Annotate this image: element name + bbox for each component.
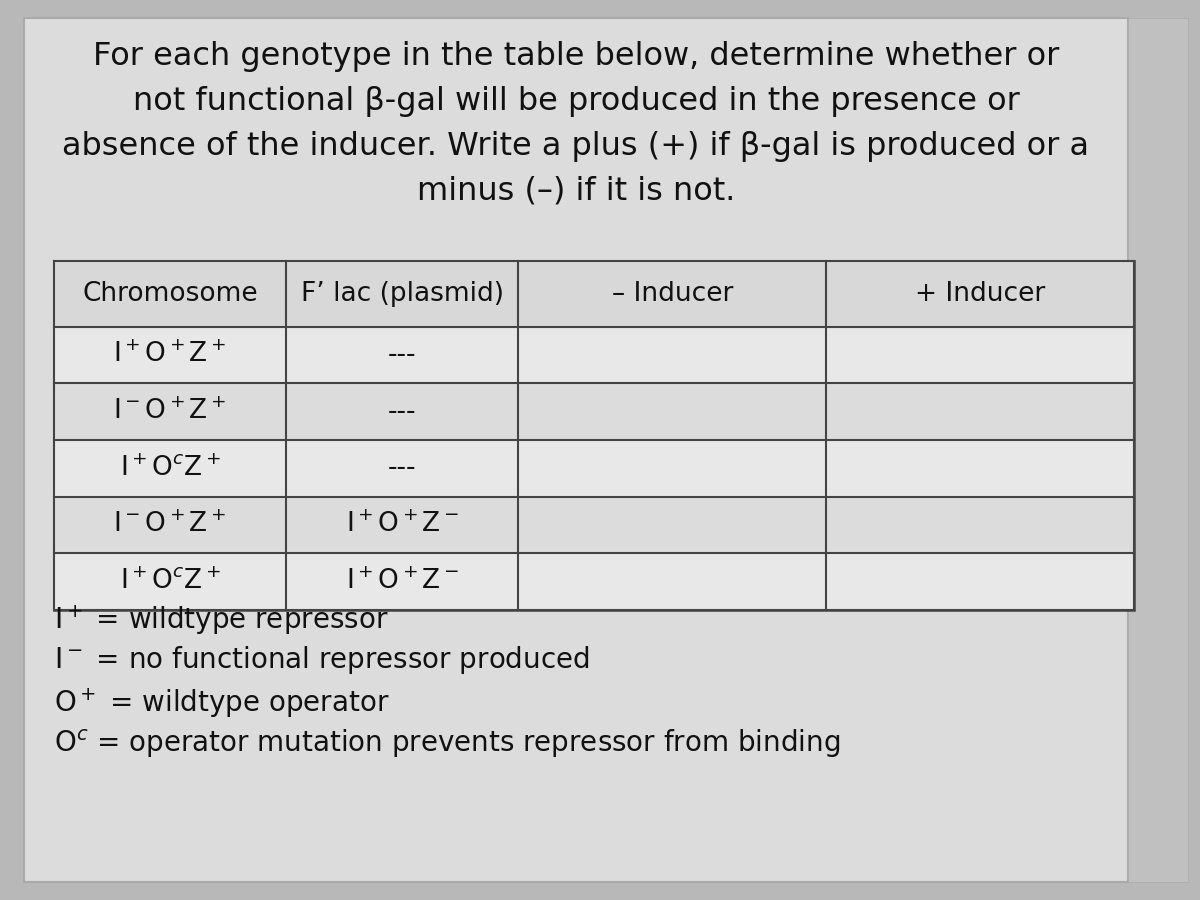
Bar bbox=[54, 261, 1134, 327]
Text: I$^-$ = no functional repressor produced: I$^-$ = no functional repressor produced bbox=[54, 644, 589, 677]
Bar bbox=[54, 327, 1134, 383]
Text: I$^-$O$^+$Z$^+$: I$^-$O$^+$Z$^+$ bbox=[113, 512, 227, 538]
Bar bbox=[54, 383, 1134, 440]
Text: + Inducer: + Inducer bbox=[914, 281, 1045, 307]
Text: I$^-$O$^+$Z$^+$: I$^-$O$^+$Z$^+$ bbox=[113, 399, 227, 425]
Text: I$^+$O$^c$Z$^+$: I$^+$O$^c$Z$^+$ bbox=[120, 569, 221, 595]
Text: I$^+$ = wildtype repressor: I$^+$ = wildtype repressor bbox=[54, 603, 389, 637]
Text: minus (–) if it is not.: minus (–) if it is not. bbox=[416, 176, 736, 206]
Bar bbox=[54, 440, 1134, 497]
Text: O$^+$ = wildtype operator: O$^+$ = wildtype operator bbox=[54, 686, 390, 720]
Text: – Inducer: – Inducer bbox=[612, 281, 733, 307]
Bar bbox=[1128, 18, 1188, 882]
Text: I$^+$O$^+$Z$^-$: I$^+$O$^+$Z$^-$ bbox=[346, 569, 458, 595]
Text: I$^+$O$^+$Z$^+$: I$^+$O$^+$Z$^+$ bbox=[113, 342, 227, 368]
Bar bbox=[54, 497, 1134, 554]
Text: F’ lac (plasmid): F’ lac (plasmid) bbox=[301, 281, 504, 307]
Text: I$^+$O$^c$Z$^+$: I$^+$O$^c$Z$^+$ bbox=[120, 455, 221, 482]
Text: O$^c$ = operator mutation prevents repressor from binding: O$^c$ = operator mutation prevents repre… bbox=[54, 727, 840, 760]
Text: not functional β-gal will be produced in the presence or: not functional β-gal will be produced in… bbox=[132, 86, 1020, 116]
Text: Chromosome: Chromosome bbox=[83, 281, 258, 307]
Text: ---: --- bbox=[388, 455, 416, 482]
Bar bbox=[54, 554, 1134, 610]
Text: I$^+$O$^+$Z$^-$: I$^+$O$^+$Z$^-$ bbox=[346, 512, 458, 538]
Bar bbox=[54, 261, 1134, 610]
Text: For each genotype in the table below, determine whether or: For each genotype in the table below, de… bbox=[92, 40, 1060, 71]
Text: ---: --- bbox=[388, 399, 416, 425]
Text: absence of the inducer. Write a plus (+) if β-gal is produced or a: absence of the inducer. Write a plus (+)… bbox=[62, 130, 1090, 161]
Text: ---: --- bbox=[388, 342, 416, 368]
